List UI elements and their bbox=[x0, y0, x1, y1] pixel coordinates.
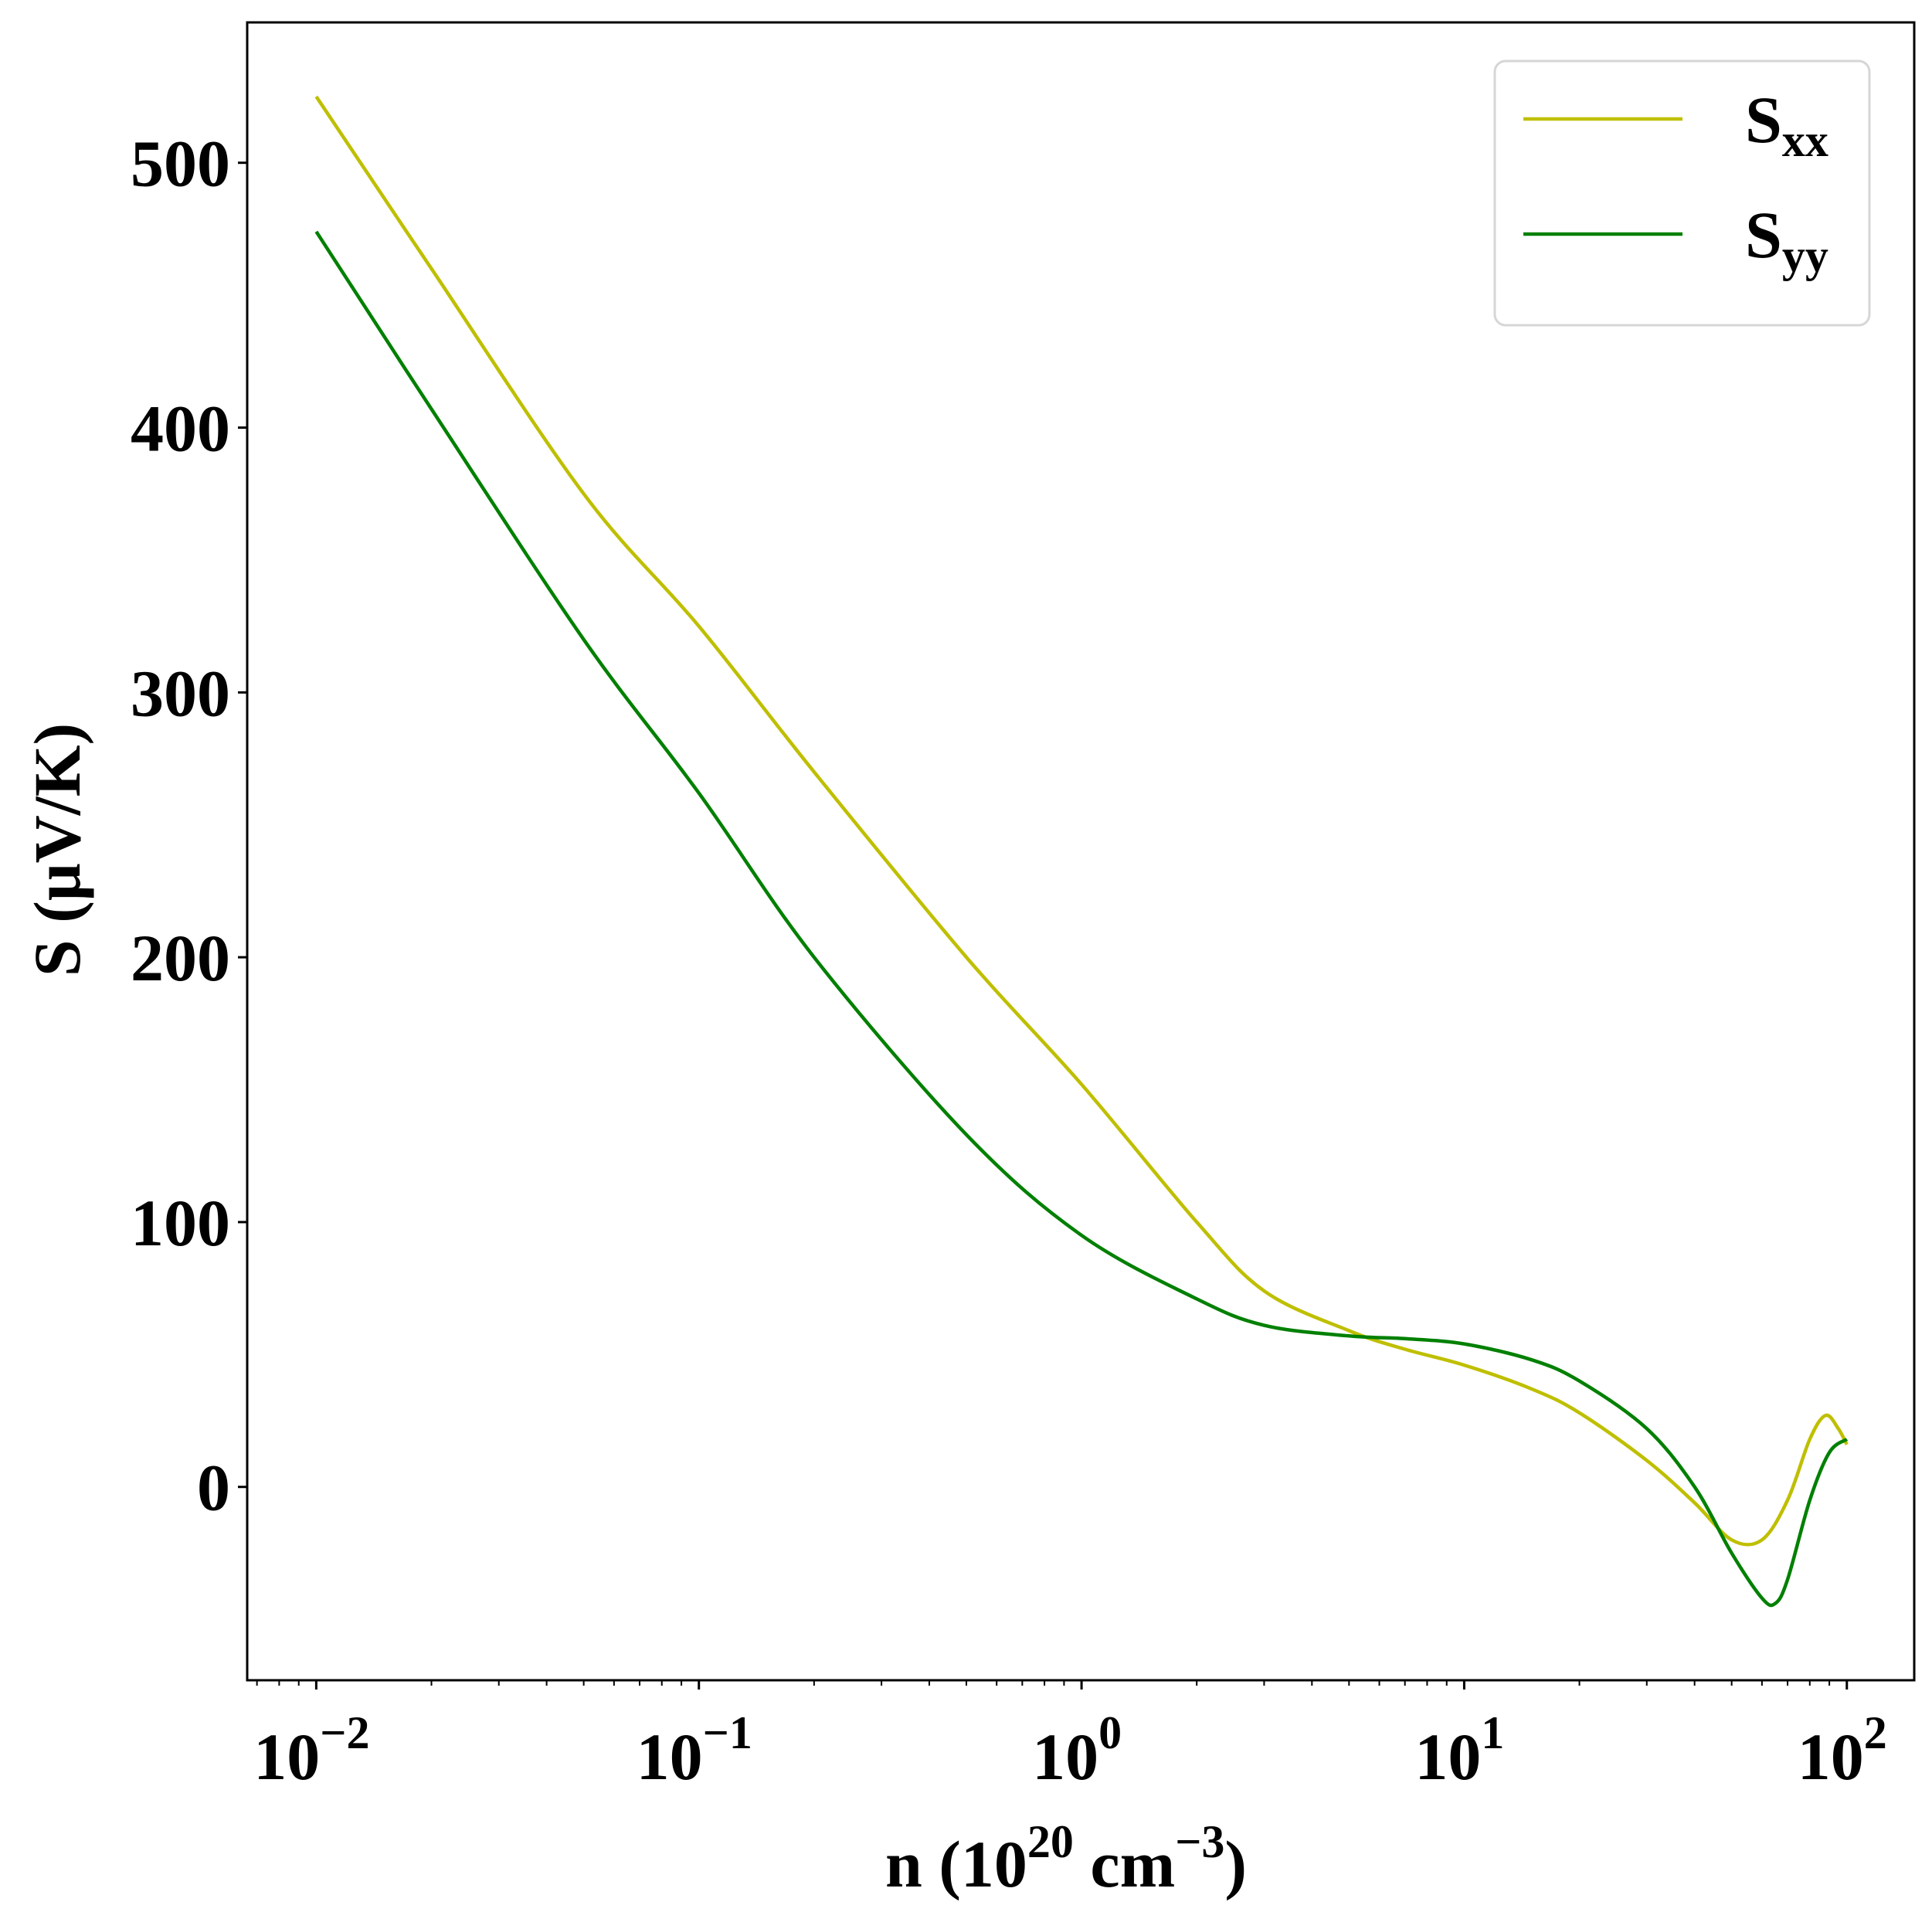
x-tick-label: 10−1 bbox=[637, 1707, 752, 1794]
x-axis-label-exponent-2: −3 bbox=[1175, 1816, 1224, 1867]
y-ticks-layer: 0 100 200 300 400 500 bbox=[131, 127, 247, 1525]
series-line-yy bbox=[314, 230, 1849, 1608]
legend-frame bbox=[1493, 59, 1871, 327]
y-axis-label: S (μV/K) bbox=[20, 723, 94, 976]
series-line-xx bbox=[314, 95, 1849, 1547]
y-tick-label: 200 bbox=[131, 921, 230, 995]
x-axis-label-suffix: ) bbox=[1224, 1827, 1247, 1901]
x-tick-label: 102 bbox=[1798, 1707, 1887, 1794]
legend: Sxx Syy bbox=[1493, 59, 1871, 327]
x-axis-label-middle: cm bbox=[1074, 1827, 1175, 1901]
x-tick-label: 101 bbox=[1414, 1707, 1504, 1794]
x-ticks-layer: 10−2 10−1 100 101 102 bbox=[253, 1680, 1887, 1794]
legend-label-xx: Sxx bbox=[1745, 83, 1828, 166]
x-tick-label: 100 bbox=[1032, 1707, 1122, 1794]
lines-layer bbox=[314, 95, 1849, 1608]
y-tick-label: 100 bbox=[131, 1186, 230, 1260]
y-tick-label: 0 bbox=[197, 1451, 230, 1525]
y-tick-label: 300 bbox=[131, 656, 230, 730]
x-axis-label-exponent-1: 20 bbox=[1027, 1816, 1074, 1867]
y-tick-label: 400 bbox=[131, 392, 230, 466]
y-tick-label: 500 bbox=[131, 127, 230, 201]
x-axis-label: n (1020 cm−3) bbox=[885, 1816, 1247, 1901]
x-tick-label: 10−2 bbox=[253, 1707, 369, 1794]
legend-label-yy: Syy bbox=[1745, 198, 1828, 281]
x-axis-label-prefix: n (10 bbox=[885, 1827, 1027, 1901]
